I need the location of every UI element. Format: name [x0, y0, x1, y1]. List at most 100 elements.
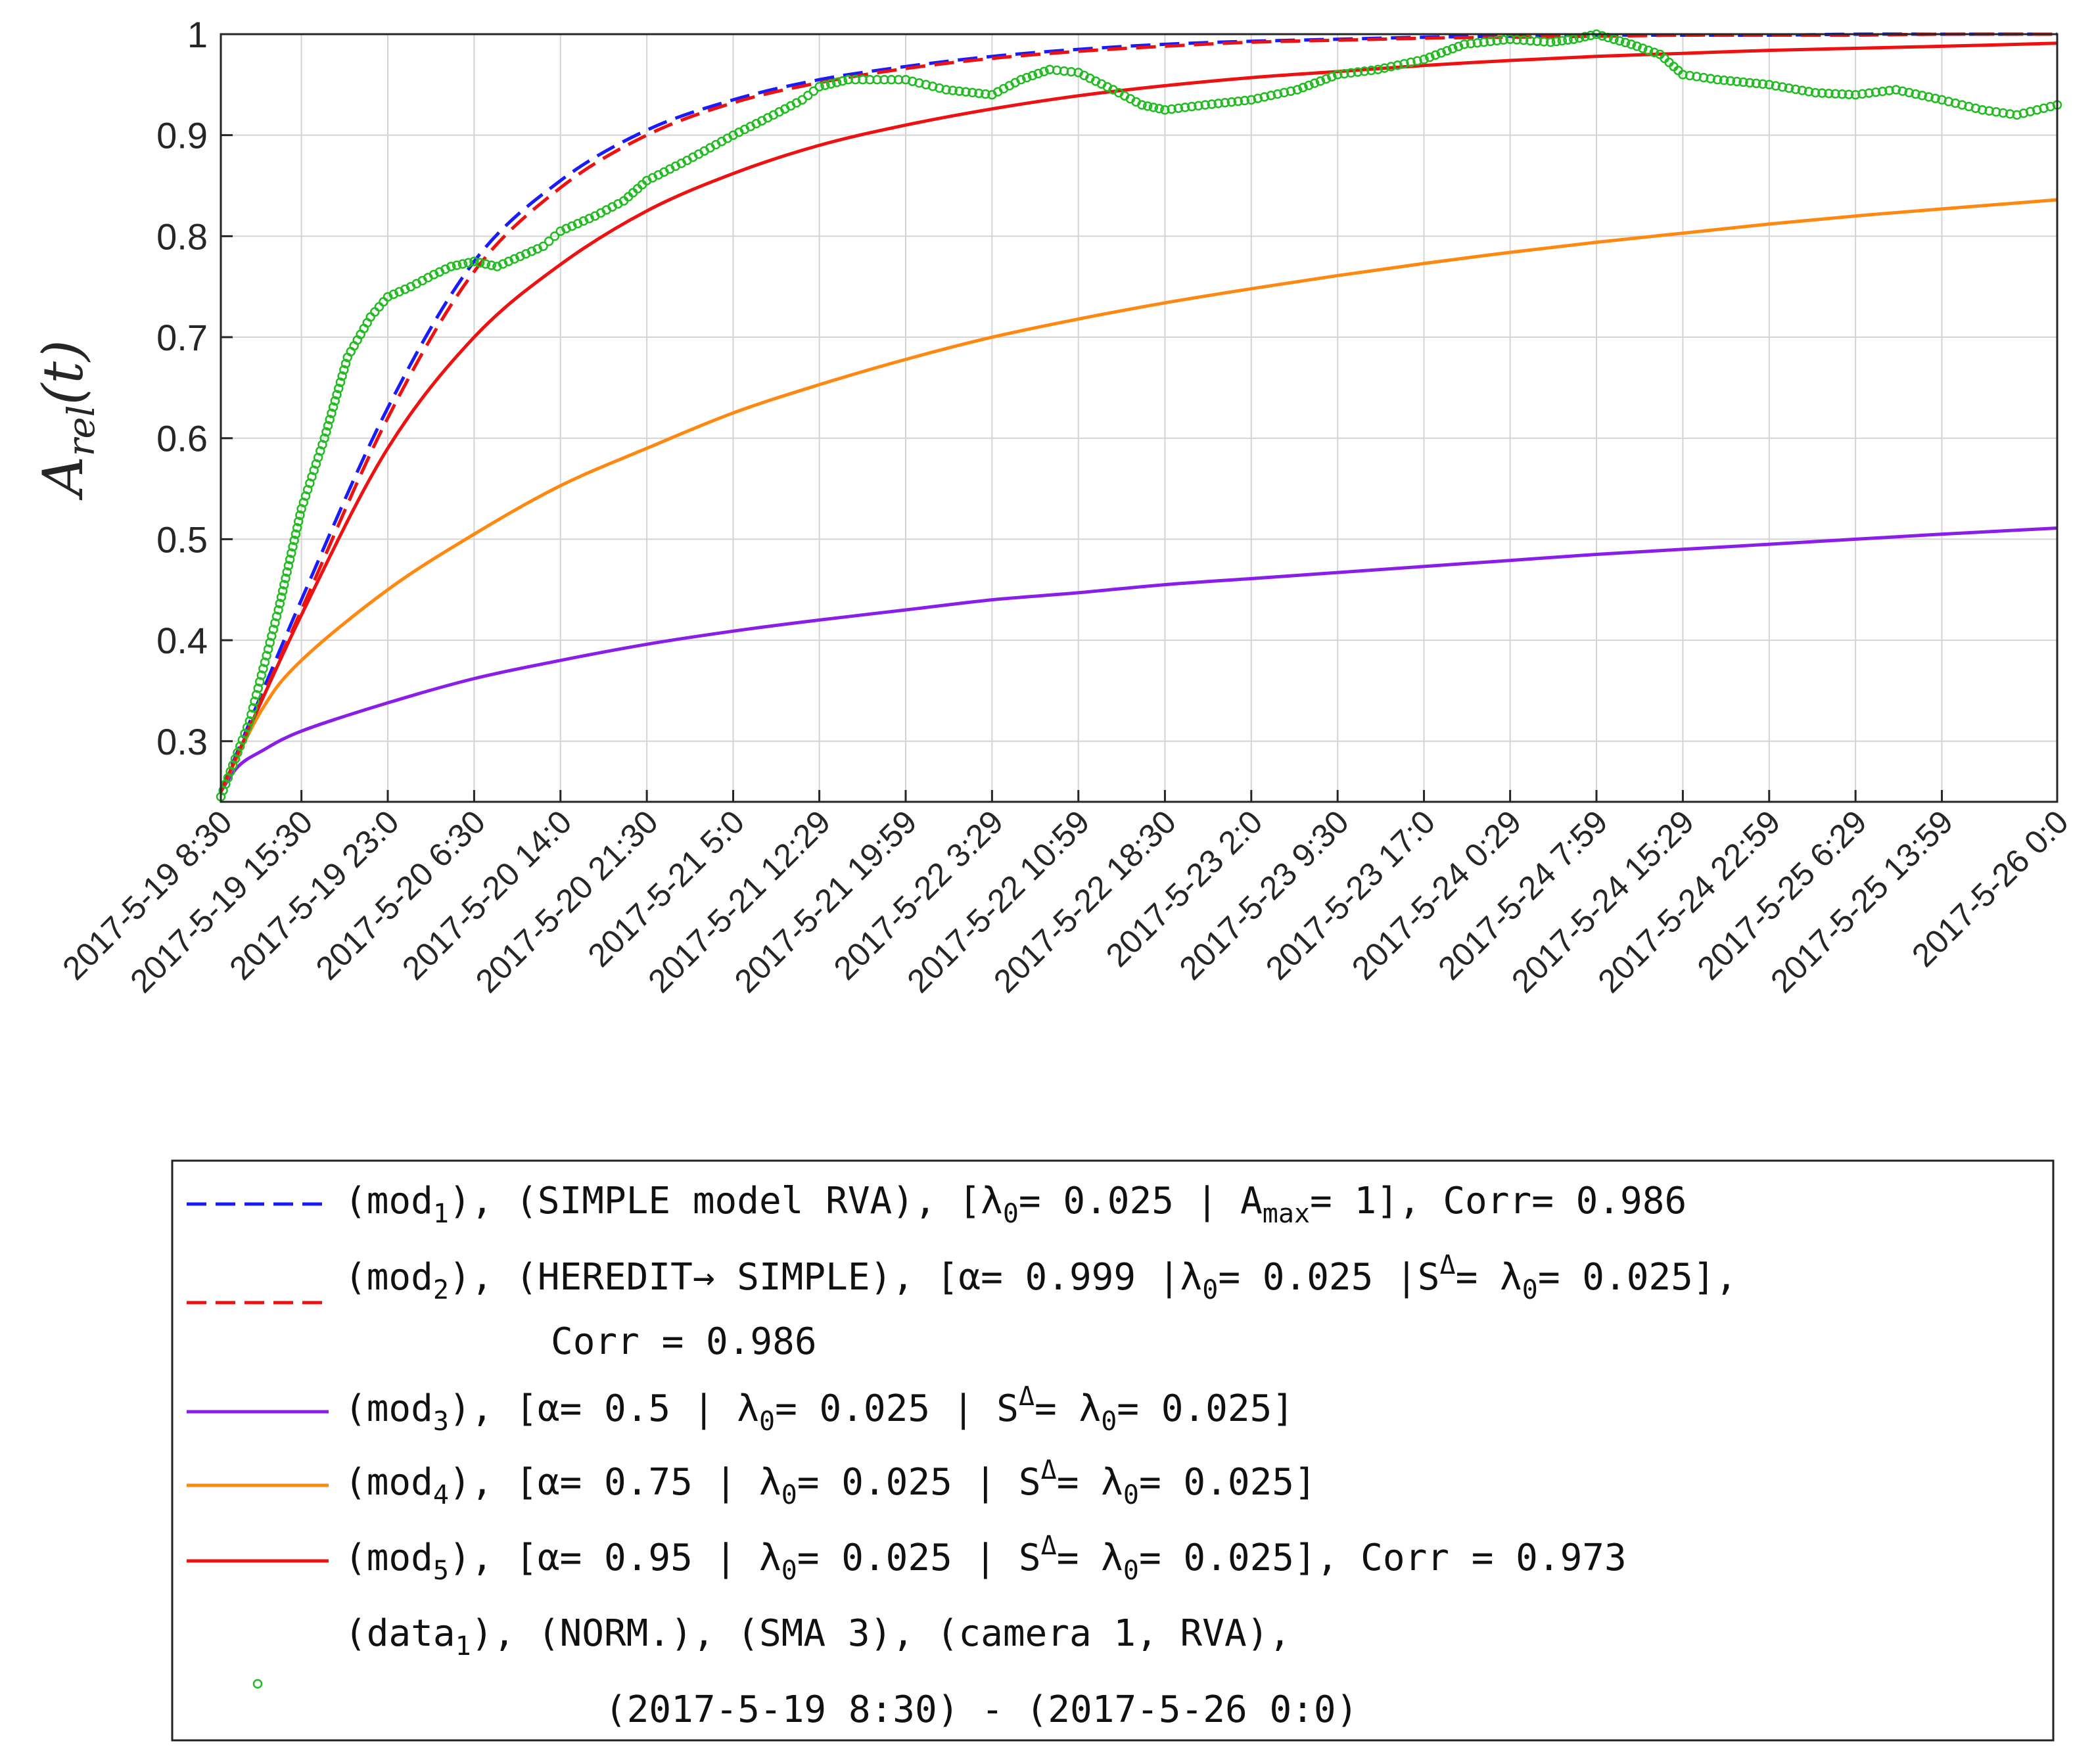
y-tick-label: 0.4 — [156, 620, 208, 661]
series-data1-point — [1279, 87, 1290, 98]
series-data1-point — [1272, 89, 1283, 99]
series-data1-point — [555, 226, 566, 236]
series-data1-point — [1930, 93, 1940, 103]
series-data1-point — [1685, 70, 1695, 81]
series-data1-point — [1891, 85, 1901, 95]
series-data1-point — [1614, 35, 1625, 46]
series-data1-point — [1563, 35, 1573, 45]
y-axis: 0.3 0.4 0.5 0.6 0.7 0.8 0.9 1 — [156, 14, 233, 762]
series-data1-point — [463, 258, 473, 267]
legend-label: (mod4​), [α= 0.75 | λ0​= 0.025 | SΔ​= λ0… — [344, 1455, 1316, 1510]
legend: (mod1​), (SIMPLE model RVA), [λ0​= 0.025… — [187, 1180, 1737, 1731]
series-data1-point — [544, 236, 554, 246]
series-data1-point — [1597, 31, 1608, 41]
series-data1-point — [1246, 95, 1257, 105]
series-data1-point — [1339, 68, 1349, 79]
series-data1-point — [1824, 88, 1834, 99]
series-data1-point — [1586, 30, 1596, 41]
series-data1-point — [1304, 80, 1314, 91]
series-data1-point — [1551, 36, 1562, 47]
series-data1-point — [1790, 84, 1801, 95]
series-data1-point — [265, 638, 275, 647]
legend-item-mod4: (mod4​), [α= 0.75 | λ0​= 0.025 | SΔ​= λ0… — [187, 1455, 1316, 1510]
series-data1-point — [1738, 77, 1748, 87]
series-data1-point — [1917, 91, 1927, 101]
series-data1-point — [1466, 39, 1476, 49]
series-data1-point — [1180, 103, 1190, 112]
series-data1-point — [1309, 78, 1320, 88]
series-data1-point — [277, 586, 288, 596]
series-data1-point — [1327, 72, 1337, 82]
y-tick-label: 1 — [187, 14, 208, 55]
series-data1-point — [948, 85, 958, 95]
series-data1-point — [1771, 81, 1781, 91]
series-data1-point — [287, 548, 296, 558]
series-data1-point — [1784, 83, 1794, 93]
series-data1-point — [273, 605, 283, 615]
series-data1-point — [1830, 89, 1840, 99]
series-data1-point — [1393, 60, 1403, 70]
series-data1-point — [1346, 68, 1356, 78]
series-data1-point — [820, 80, 830, 91]
series-data1-point — [457, 259, 468, 269]
series-data1-point — [1757, 79, 1768, 89]
series-data1-point — [275, 599, 285, 609]
series-data1-point — [1220, 98, 1230, 108]
series-data1-point — [333, 383, 344, 394]
series-data1-point — [974, 88, 984, 99]
series-data1-point — [1817, 88, 1827, 98]
series-data1-point — [1904, 87, 1914, 98]
legend-item-mod5: (mod5​), [α= 0.95 | λ0​= 0.025 | SΔ​= λ0… — [187, 1531, 1627, 1586]
series-data1-point — [1545, 37, 1556, 47]
legend-swatch — [252, 1679, 263, 1689]
series-data1-point — [1732, 76, 1742, 87]
series-data1-point — [1298, 82, 1308, 93]
series-data1-point — [246, 709, 256, 720]
series-data1-point — [281, 573, 291, 584]
series-data1-point — [291, 529, 301, 539]
series-data1-point — [475, 258, 485, 267]
series-data1-point — [1871, 87, 1881, 97]
series-data1-point — [1638, 43, 1648, 53]
series-data1-point — [1569, 34, 1579, 44]
series-data1-point — [335, 377, 346, 387]
y-label-main: A — [31, 456, 95, 501]
series-data1-point — [549, 231, 560, 241]
series-data1-point — [1315, 76, 1326, 86]
series-data1-point — [1626, 39, 1637, 49]
series-data1-point — [1459, 39, 1470, 49]
series-data1-point — [332, 390, 342, 400]
series-data1-point — [578, 216, 589, 226]
legend-label: (mod1​), (SIMPLE model RVA), [λ0​= 0.025… — [344, 1180, 1687, 1229]
series-data1-point — [526, 246, 537, 256]
series-data1-point — [509, 254, 519, 264]
series-data1-point — [1148, 103, 1159, 112]
series-data1-point — [258, 664, 268, 674]
legend-label: (mod2​), (HEREDIT→ SIMPLE), [α= 0.999 |λ… — [344, 1250, 1737, 1305]
series-data1-point — [256, 670, 267, 680]
series-data1-point — [1430, 50, 1441, 60]
series-data1-point — [323, 421, 333, 431]
y-label-arg: (t) — [31, 340, 95, 405]
series-data1-point — [1321, 74, 1331, 84]
grid — [220, 34, 2058, 802]
series-data1-point — [1442, 45, 1452, 56]
series-data1-point — [1609, 34, 1619, 44]
series-data1-point — [268, 624, 279, 635]
series-data1-point — [1911, 89, 1920, 99]
series-mod4-line — [219, 198, 2058, 793]
series-data1-point — [1425, 52, 1435, 62]
series-data1-point — [1436, 48, 1447, 58]
series-data1-point — [1194, 101, 1203, 111]
series-data1-point — [1580, 32, 1590, 42]
series-data1-point — [1632, 41, 1642, 51]
series-data1-point — [826, 79, 836, 89]
series-data1-point — [1033, 68, 1043, 79]
series-data1-point — [452, 260, 462, 270]
series-data1-point — [1406, 57, 1416, 68]
series-data1-point — [1359, 66, 1370, 76]
series-data1-point — [337, 371, 347, 381]
series-data1-point — [1803, 87, 1814, 97]
legend-label: (mod3​), [α= 0.5 | λ0​= 0.025 | SΔ​= λ0​… — [344, 1381, 1294, 1437]
